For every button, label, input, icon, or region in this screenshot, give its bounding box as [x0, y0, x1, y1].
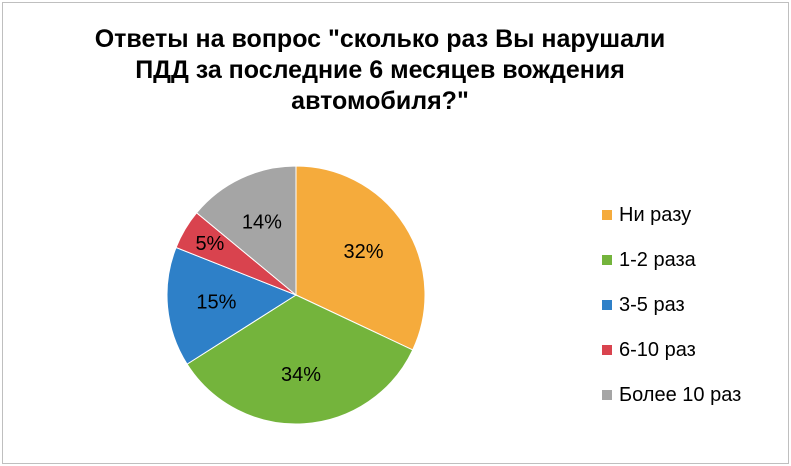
- legend-label: Более 10 раз: [619, 383, 742, 406]
- legend-label: 3-5 раз: [619, 293, 685, 316]
- slice-label-3-5-raz: 15%: [196, 292, 236, 314]
- legend-item: 6-10 раз: [602, 327, 741, 372]
- legend-item: Более 10 раз: [602, 372, 741, 417]
- legend-label: 1-2 раза: [619, 248, 696, 271]
- legend-item: 1-2 раза: [602, 237, 741, 282]
- pie-slice-1-2-raza: [186, 294, 414, 425]
- legend-swatch: [602, 209, 612, 220]
- pie-slice-labels: 32% 34% 15% 5% 14%: [195, 212, 383, 386]
- legend-item: Ни разу: [602, 192, 741, 237]
- chart-title-line-1: Ответы на вопрос "сколько раз Вы нарушал…: [94, 25, 666, 53]
- legend: Ни разу 1-2 раза 3-5 раз 6-10 раз Более …: [602, 192, 741, 417]
- legend-label: Ни разу: [619, 203, 692, 226]
- pie-slice-bolee-10-raz: [195, 165, 297, 297]
- legend-swatch: [602, 299, 612, 310]
- pie-slices: [166, 165, 426, 425]
- legend-swatch: [602, 344, 612, 355]
- pie-slice-3-5-raz: [166, 246, 298, 365]
- pie-slice-ni-razu: [295, 165, 426, 351]
- legend-swatch: [602, 254, 612, 265]
- chart-title: Ответы на вопрос "сколько раз Вы нарушал…: [60, 24, 700, 117]
- legend-label: 6-10 раз: [619, 338, 696, 361]
- slice-label-bolee-10-raz: 14%: [242, 212, 282, 234]
- slice-label-ni-razu: 32%: [343, 241, 383, 263]
- slice-label-1-2-raza: 34%: [281, 364, 321, 386]
- legend-swatch: [602, 389, 612, 400]
- slice-label-6-10-raz: 5%: [195, 233, 224, 255]
- chart-title-line-3: автомобиля?": [291, 87, 469, 115]
- chart-title-line-2: ПДД за последние 6 месяцев вождения: [135, 56, 625, 84]
- legend-item: 3-5 раз: [602, 282, 741, 327]
